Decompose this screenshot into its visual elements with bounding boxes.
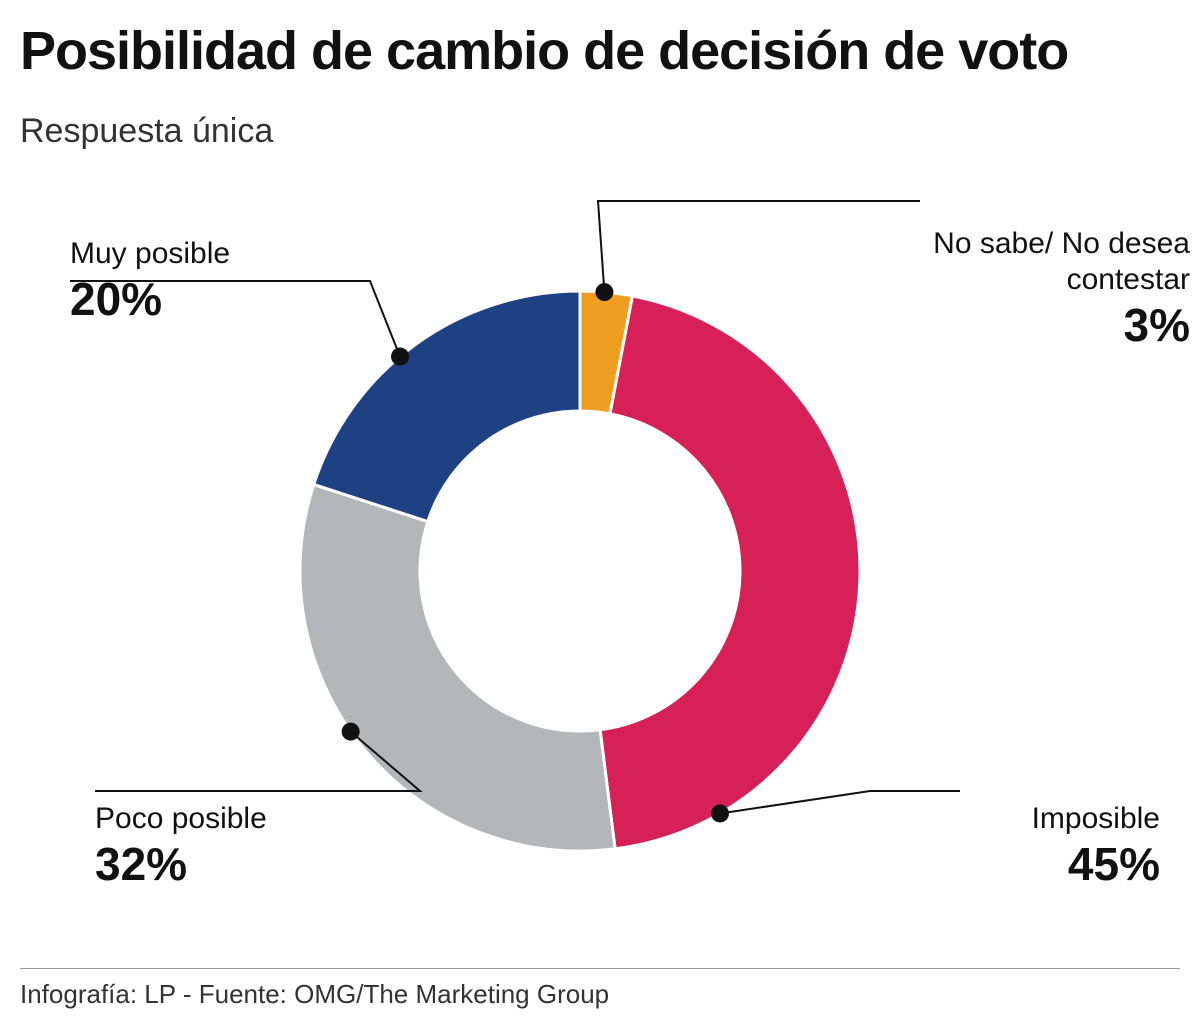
slice-label-imposible: Imposible45% [960, 801, 1160, 892]
callout-line-imposible [720, 791, 960, 813]
chart-footer: Infografía: LP - Fuente: OMG/The Marketi… [20, 968, 1180, 1010]
donut-slice-imposible [600, 296, 860, 849]
slice-label-pct: 32% [95, 837, 355, 892]
donut-chart: No sabe/ No deseacontestar3% Imposible45%… [0, 151, 1200, 911]
slice-label-pct: 45% [960, 837, 1160, 892]
chart-title: Posibilidad de cambio de decisión de vot… [0, 0, 1200, 92]
slice-label-muy_posible: Muy posible20% [70, 236, 330, 327]
donut-slice-muy_posible [314, 291, 580, 522]
slice-label-text: contestar [920, 262, 1190, 298]
slice-label-text: Muy posible [70, 236, 330, 272]
donut-slice-poco_posible [300, 484, 615, 851]
slice-label-text: Poco posible [95, 801, 355, 837]
slice-label-poco_posible: Poco posible32% [95, 801, 355, 892]
slice-label-pct: 20% [70, 272, 330, 327]
callout-dot-muy_posible [391, 348, 409, 366]
slice-label-text: No sabe/ No desea [920, 226, 1190, 262]
slice-label-no_sabe: No sabe/ No deseacontestar3% [920, 226, 1190, 353]
chart-subtitle: Respuesta única [0, 92, 1200, 151]
callout-line-no_sabe [598, 201, 920, 292]
slice-label-pct: 3% [920, 298, 1190, 353]
slice-label-text: Imposible [960, 801, 1160, 837]
